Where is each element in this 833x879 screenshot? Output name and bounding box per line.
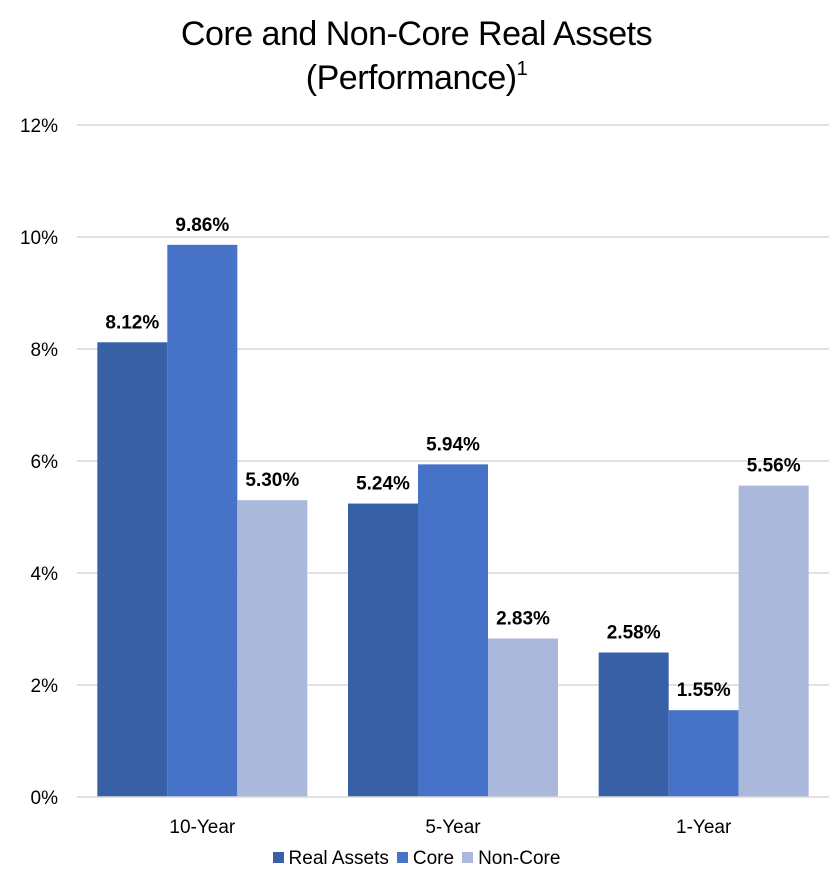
- legend-swatch: [462, 852, 474, 863]
- bar-core-5-year: [418, 464, 488, 797]
- data-label: 5.56%: [747, 456, 801, 477]
- bar-real-assets-10-year: [97, 342, 168, 797]
- data-label: 2.83%: [496, 609, 550, 630]
- data-label: 2.58%: [607, 623, 661, 644]
- bar-core-10-year: [167, 244, 238, 798]
- legend-swatch: [272, 852, 284, 863]
- y-tick-label: 0%: [31, 788, 59, 809]
- chart-title-line2: (Performance)1: [0, 56, 833, 100]
- chart-title: Core and Non-Core Real Assets (Performan…: [0, 12, 833, 100]
- y-tick-label: 12%: [20, 116, 58, 137]
- chart-title-line1: Core and Non-Core Real Assets: [180, 15, 653, 53]
- bar-real-assets-5-year: [348, 503, 418, 797]
- y-tick-label: 8%: [31, 340, 59, 361]
- data-label: 8.12%: [105, 312, 159, 333]
- legend-label: Non-Core: [478, 848, 561, 869]
- y-axis-ticks: 0% 2% 4% 6% 8% 10% 12%: [20, 116, 58, 809]
- data-label: 5.30%: [245, 470, 299, 491]
- legend-label: Core: [412, 848, 455, 869]
- legend-item-real-assets: Real Assets: [272, 848, 389, 870]
- chart-title-footnote: 1: [516, 58, 528, 80]
- data-label: 5.24%: [356, 474, 410, 495]
- y-tick-label: 6%: [31, 452, 59, 473]
- x-category-label: 1-Year: [676, 817, 732, 838]
- bar-real-assets-1-year: [598, 652, 669, 797]
- chart-title-line2-text: (Performance): [305, 59, 517, 97]
- bar-non-core-10-year: [237, 500, 308, 797]
- legend: Real Assets Core Non-Core: [0, 848, 833, 870]
- x-category-label: 5-Year: [425, 817, 481, 838]
- data-label: 9.86%: [175, 215, 229, 236]
- legend-label: Real Assets: [288, 848, 389, 869]
- bar-non-core-5-year: [488, 638, 558, 797]
- y-tick-label: 10%: [20, 228, 58, 249]
- bar-core-1-year: [668, 710, 739, 797]
- legend-item-core: Core: [396, 848, 455, 870]
- y-tick-label: 2%: [31, 676, 59, 697]
- bars: [97, 244, 809, 798]
- x-axis-categories: 10-Year 5-Year 1-Year: [169, 817, 732, 838]
- bar-non-core-1-year: [738, 485, 809, 797]
- data-label: 1.55%: [677, 680, 731, 701]
- x-category-label: 10-Year: [169, 817, 236, 838]
- legend-item-non-core: Non-Core: [462, 848, 560, 870]
- y-tick-label: 4%: [31, 564, 59, 585]
- data-labels: 8.12% 9.86% 5.30% 5.24% 5.94% 2.83% 2.58% 1.55%…: [105, 215, 800, 701]
- data-label: 5.94%: [426, 434, 480, 455]
- legend-swatch: [396, 852, 408, 863]
